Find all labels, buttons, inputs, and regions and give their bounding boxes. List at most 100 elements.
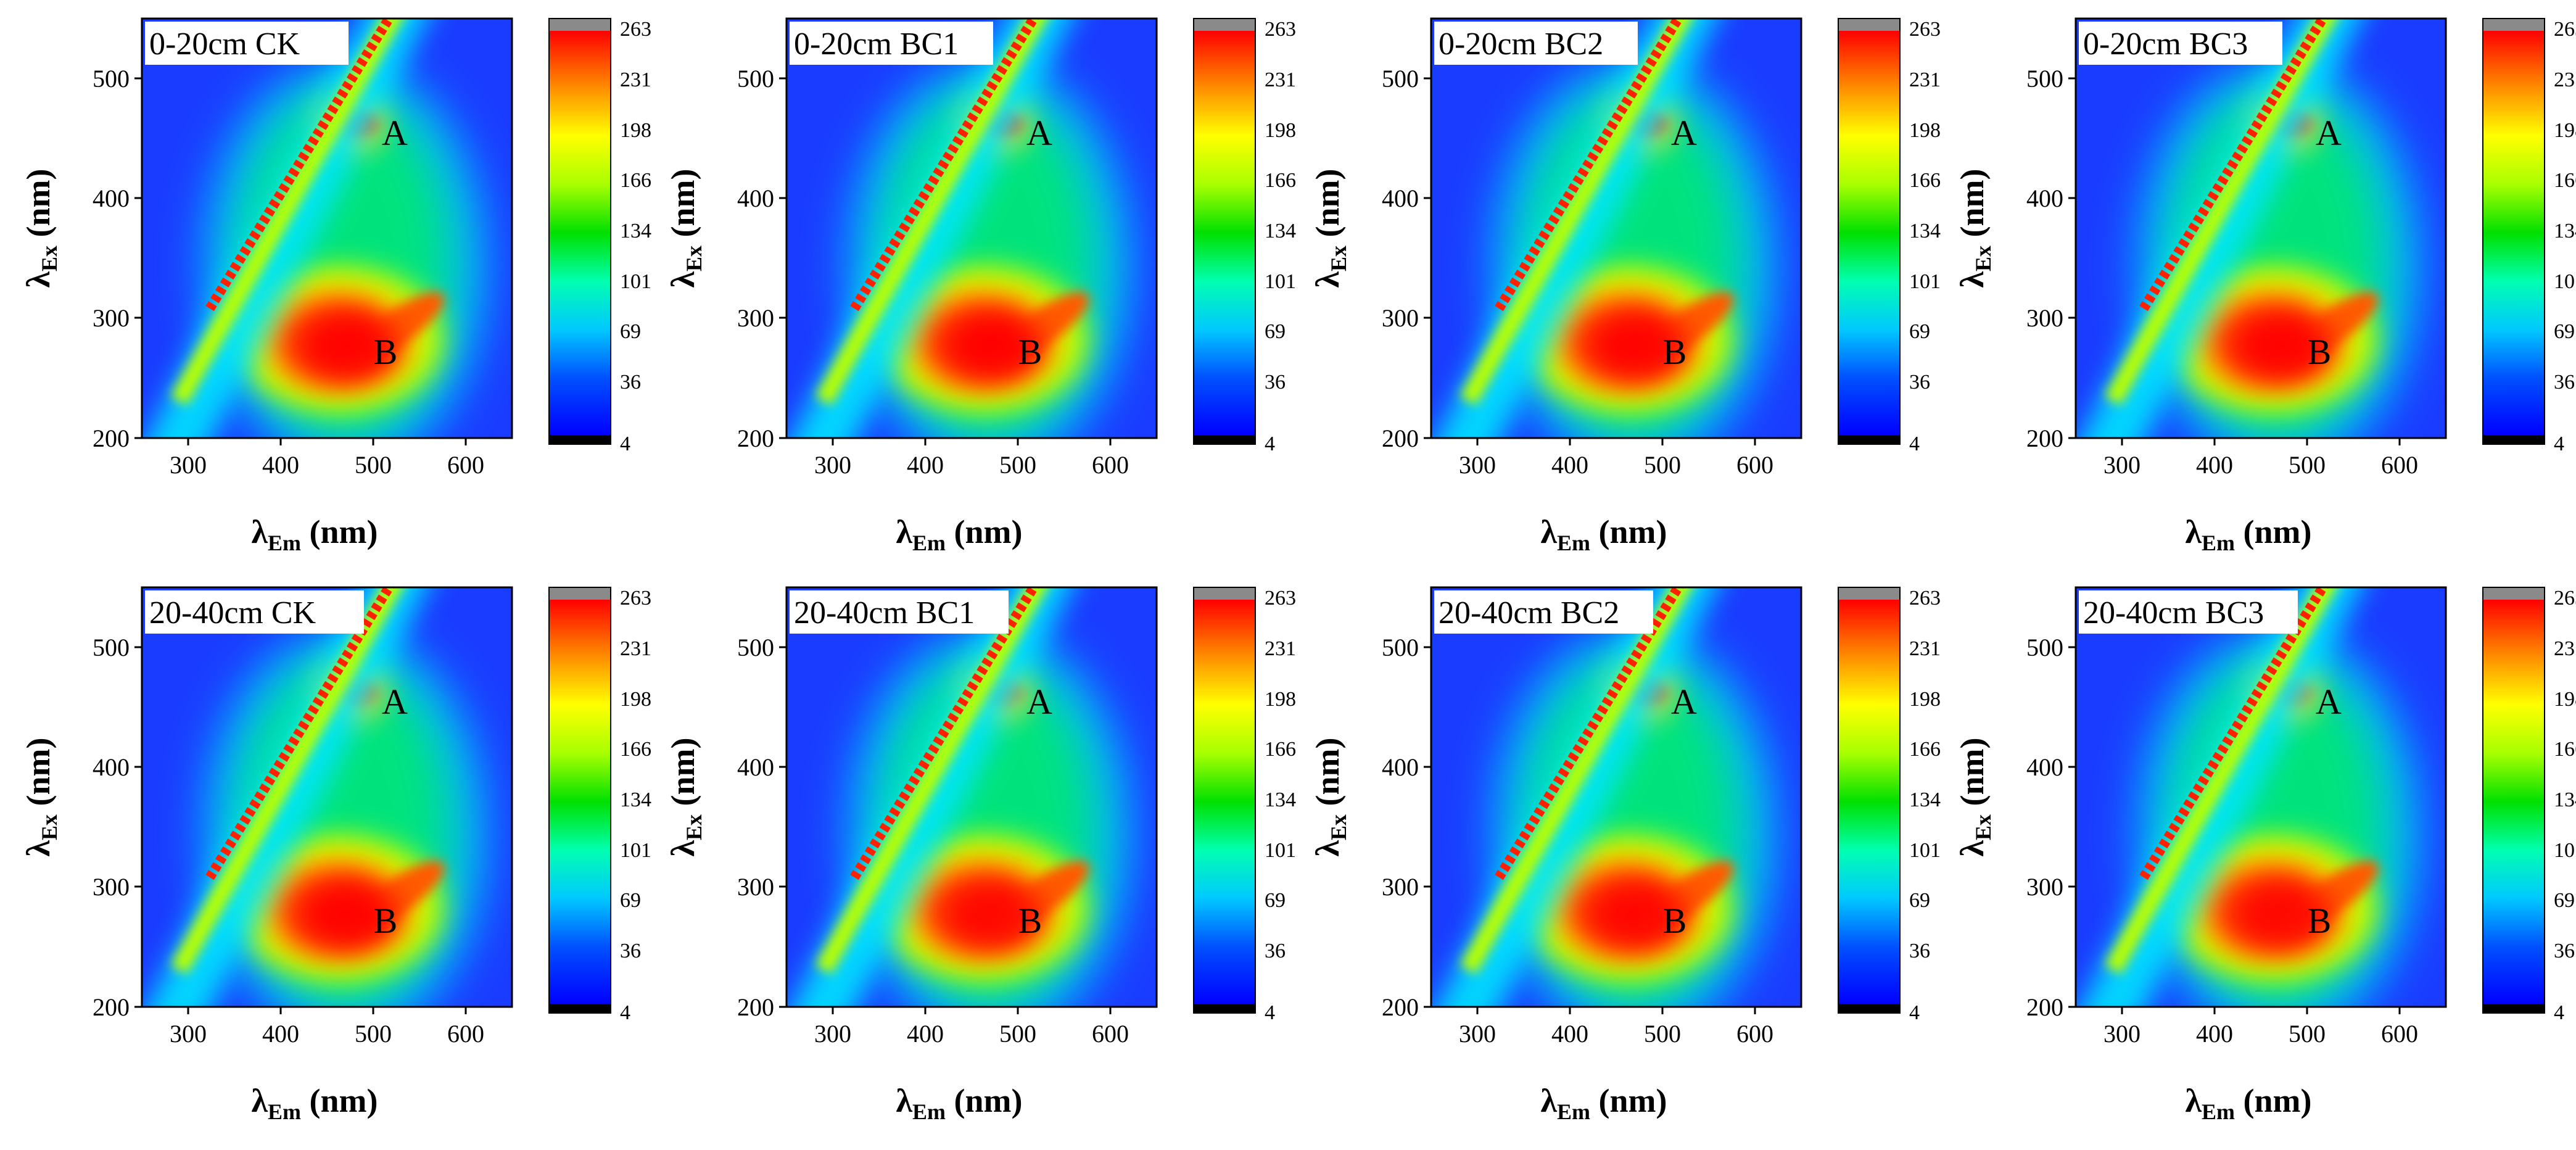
y-axis-ticks: 200 300 400 500 [1382, 634, 1431, 1021]
panel-20-40cm-bc2: A B 20-40cm BC2 200 300 400 500 300 400 [1309, 586, 1941, 1124]
panel-title-bg [790, 590, 1009, 634]
colorbar-tick-label: 198 [1909, 688, 1941, 711]
plot-frame [141, 17, 513, 439]
x-tick-label: 500 [355, 1020, 392, 1048]
panel-title-bg [790, 22, 993, 65]
peak-a-label: A [2316, 113, 2342, 153]
y-axis-ticks: 200 300 400 500 [2026, 634, 2076, 1021]
y-tick-label: 400 [1382, 753, 1419, 781]
colorbar-tick-label: 36 [1909, 940, 1930, 962]
x-tick-label: 300 [2103, 1020, 2140, 1048]
colorbar-tick-label: 69 [1909, 320, 1930, 343]
x-tick-label: 500 [355, 451, 392, 479]
colorbar-tick-label: 134 [1265, 220, 1296, 242]
x-tick-label: 500 [999, 451, 1036, 479]
panel-title: 0-20cm BC1 [794, 27, 959, 62]
x-tick-label: 300 [170, 1020, 207, 1048]
panel-0-20cm-bc1: A B 0-20cm BC1 200 300 400 500 300 400 [664, 17, 1296, 555]
panel-0-20cm-bc2: A B 0-20cm BC2 200 300 400 500 300 400 [1309, 17, 1941, 555]
x-tick-label: 600 [2381, 451, 2418, 479]
colorbar-tick-label: 36 [1909, 371, 1930, 394]
colorbar-tick-label: 101 [620, 839, 651, 862]
panel-title: 20-40cm BC1 [794, 595, 975, 631]
y-tick-label: 200 [2026, 993, 2063, 1021]
x-tick-label: 400 [262, 451, 299, 479]
x-axis-ticks: 300 400 500 600 [2103, 438, 2418, 479]
colorbar-tick-label: 101 [1909, 270, 1941, 293]
x-tick-label: 600 [2381, 1020, 2418, 1048]
eem-contour-map [2076, 19, 2446, 438]
x-axis-title: λEm (nm) [2185, 1082, 2311, 1124]
panel-20-40cm-ck: A B 20-40cm CK 200 300 400 500 300 400 [20, 586, 651, 1124]
colorbar-tick-label: 166 [2554, 169, 2576, 192]
colorbar-tick-label: 231 [2554, 637, 2576, 660]
y-tick-label: 400 [1382, 184, 1419, 212]
x-tick-label: 600 [1736, 451, 1773, 479]
y-tick-label: 200 [737, 993, 774, 1021]
colorbar-tick-label: 69 [1909, 889, 1930, 912]
peak-b-hotspot [2233, 312, 2332, 379]
plot-frame [785, 586, 1158, 1008]
colorbar-tick-label: 198 [620, 688, 651, 711]
colorbar-tick-label: 231 [620, 68, 651, 91]
y-tick-label: 500 [2026, 634, 2063, 661]
colorbar-tick-label: 263 [2554, 18, 2576, 41]
peak-b-hotspot [944, 312, 1042, 379]
y-tick-label: 300 [2026, 873, 2063, 901]
colorbar-tick-label: 134 [620, 220, 651, 242]
y-tick-label: 500 [737, 65, 774, 93]
y-axis-ticks: 200 300 400 500 [1382, 65, 1431, 452]
colorbar-tick-label: 36 [620, 940, 641, 962]
panel-20-40cm-bc1: A B 20-40cm BC1 200 300 400 500 300 400 [664, 586, 1296, 1124]
y-tick-label: 300 [1382, 304, 1419, 332]
colorbar-tick-label: 101 [2554, 839, 2576, 862]
peak-a-label: A [1026, 113, 1052, 153]
colorbar-tick-label: 36 [2554, 940, 2575, 962]
y-tick-label: 500 [1382, 634, 1419, 661]
colorbar-tick-label: 4 [1265, 432, 1275, 455]
x-axis-title: λEm (nm) [1540, 1082, 1667, 1124]
colorbar-tick-label: 134 [2554, 788, 2576, 811]
colorbar-tick-label: 231 [1909, 68, 1941, 91]
panel-title: 0-20cm BC2 [1439, 27, 1603, 62]
colorbar: 263 231 198 166 134 101 69 36 4 [1838, 18, 1941, 455]
x-tick-label: 500 [2289, 451, 2326, 479]
colorbar-tick-label: 198 [1265, 688, 1296, 711]
y-axis-title: λEx (nm) [664, 168, 706, 288]
x-tick-label: 400 [1551, 1020, 1588, 1048]
y-tick-label: 300 [1382, 873, 1419, 901]
panel-title-bg [145, 22, 349, 65]
peak-b-hotspot [299, 312, 398, 379]
colorbar-tick-label: 101 [1265, 839, 1296, 862]
eem-contour-map [786, 587, 1157, 1007]
y-tick-label: 300 [737, 304, 774, 332]
x-axis-ticks: 300 400 500 600 [814, 1007, 1129, 1048]
y-tick-label: 200 [93, 424, 130, 452]
peak-b-hotspot [1588, 312, 1687, 379]
colorbar-tick-label: 263 [620, 18, 651, 41]
colorbar-tick-label: 69 [1265, 889, 1286, 912]
x-axis-ticks: 300 400 500 600 [2103, 1007, 2418, 1048]
y-axis-ticks: 200 300 400 500 [93, 634, 142, 1021]
colorbar-tick-label: 4 [1265, 1001, 1275, 1024]
colorbar-tick-label: 166 [1909, 738, 1941, 761]
y-axis-title: λEx (nm) [664, 737, 706, 856]
panel-title: 20-40cm CK [149, 595, 316, 631]
peak-b-label: B [374, 901, 398, 941]
x-tick-label: 400 [2196, 451, 2233, 479]
colorbar-tick-label: 263 [1909, 587, 1941, 610]
y-tick-label: 500 [93, 634, 130, 661]
y-tick-label: 500 [1382, 65, 1419, 93]
y-tick-label: 300 [93, 873, 130, 901]
colorbar-tick-label: 36 [1265, 940, 1286, 962]
panel-title: 0-20cm CK [149, 27, 300, 62]
x-axis-title: λEm (nm) [2185, 513, 2311, 555]
colorbar-tick-label: 101 [620, 270, 651, 293]
x-tick-label: 300 [814, 451, 851, 479]
colorbar-tick-label: 36 [620, 371, 641, 394]
x-tick-label: 400 [2196, 1020, 2233, 1048]
peak-b-hotspot [2233, 880, 2332, 948]
panel-title: 20-40cm BC3 [2083, 595, 2264, 631]
x-tick-label: 400 [907, 451, 944, 479]
